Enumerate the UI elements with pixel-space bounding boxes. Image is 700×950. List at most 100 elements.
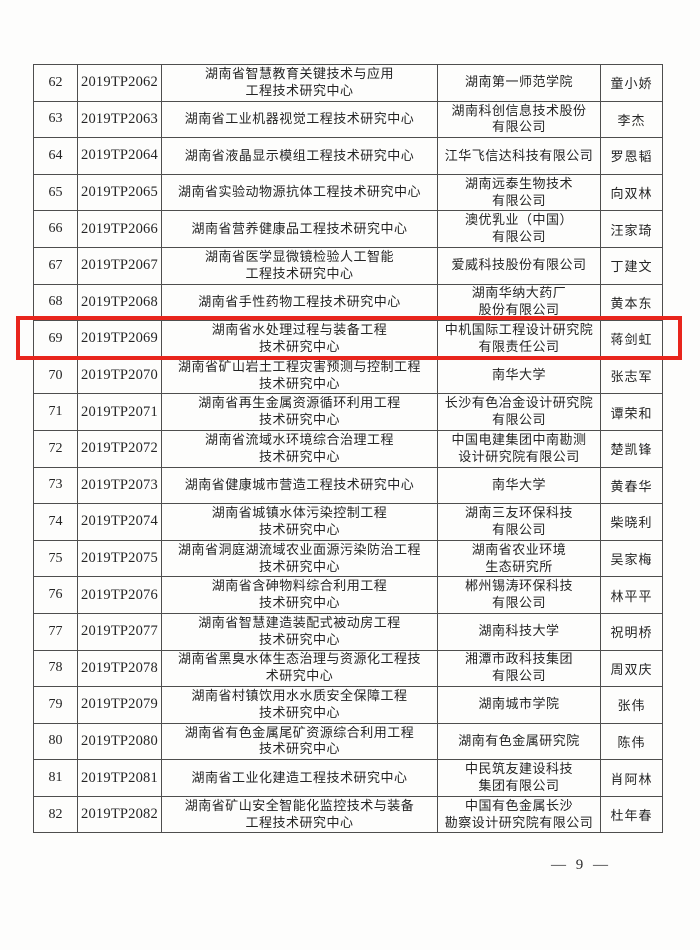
table-row: 65 2019TP2065 湖南省实验动物源抗体工程技术研究中心 湖南远泰生物技… — [33, 173, 663, 212]
row-number: 64 — [33, 137, 78, 175]
organization-name: 南华大学 — [437, 466, 601, 505]
person-name: 罗恩韬 — [600, 137, 663, 175]
table-row: 68 2019TP2068 湖南省手性药物工程技术研究中心 湖南华纳大药厂 股份… — [33, 283, 663, 322]
person-name: 林平平 — [600, 576, 663, 614]
center-name: 湖南省黑臭水体生态治理与资源化工程技 术研究中心 — [161, 649, 438, 688]
organization-name: 江华飞信达科技有限公司 — [437, 137, 601, 175]
person-name: 童小娇 — [600, 64, 663, 102]
center-name: 湖南省村镇饮用水水质安全保障工程 技术研究中心 — [161, 686, 438, 724]
row-number: 62 — [33, 64, 78, 102]
person-name: 向双林 — [600, 173, 663, 212]
center-name: 湖南省医学显微镜检验人工智能 工程技术研究中心 — [161, 246, 438, 285]
row-number: 78 — [33, 649, 78, 688]
center-name: 湖南省工业化建造工程技术研究中心 — [161, 759, 438, 797]
table-row: 76 2019TP2076 湖南省含砷物料综合利用工程 技术研究中心 郴州锡涛环… — [33, 576, 663, 614]
project-code: 2019TP2072 — [77, 429, 162, 468]
center-name: 湖南省智慧教育关键技术与应用 工程技术研究中心 — [161, 64, 438, 102]
table-row: 67 2019TP2067 湖南省医学显微镜检验人工智能 工程技术研究中心 爱威… — [33, 246, 663, 285]
table-row: 71 2019TP2071 湖南省再生金属资源循环利用工程 技术研究中心 长沙有… — [33, 393, 663, 431]
table-body: 62 2019TP2062 湖南省智慧教育关键技术与应用 工程技术研究中心 湖南… — [33, 64, 663, 834]
page-number: — 9 — — [551, 857, 611, 873]
table-row: 73 2019TP2073 湖南省健康城市营造工程技术研究中心 南华大学 黄春华 — [33, 466, 663, 505]
row-number: 71 — [33, 393, 78, 431]
person-name: 黄本东 — [600, 283, 663, 322]
row-number: 70 — [33, 356, 78, 395]
row-number: 75 — [33, 539, 78, 578]
person-name: 肖阿林 — [600, 759, 663, 797]
row-number: 63 — [33, 100, 78, 139]
organization-name: 湖南科技大学 — [437, 612, 601, 651]
person-name: 周双庆 — [600, 649, 663, 688]
project-code: 2019TP2073 — [77, 466, 162, 505]
row-number: 80 — [33, 722, 78, 761]
project-code: 2019TP2076 — [77, 576, 162, 614]
table-row: 72 2019TP2072 湖南省流域水环境综合治理工程 技术研究中心 中国电建… — [33, 429, 663, 468]
organization-name: 湘潭市政科技集团 有限公司 — [437, 649, 601, 688]
organization-name: 中机国际工程设计研究院 有限责任公司 — [437, 320, 601, 358]
project-code: 2019TP2077 — [77, 612, 162, 651]
project-code: 2019TP2075 — [77, 539, 162, 578]
project-code: 2019TP2082 — [77, 795, 162, 834]
project-code: 2019TP2080 — [77, 722, 162, 761]
project-code: 2019TP2074 — [77, 503, 162, 541]
project-code: 2019TP2078 — [77, 649, 162, 688]
project-code: 2019TP2068 — [77, 283, 162, 322]
table-row: 74 2019TP2074 湖南省城镇水体污染控制工程 技术研究中心 湖南三友环… — [33, 503, 663, 541]
person-name: 蒋剑虹 — [600, 320, 663, 358]
center-name: 湖南省水处理过程与装备工程 技术研究中心 — [161, 320, 438, 358]
center-name: 湖南省矿山岩土工程灾害预测与控制工程 技术研究中心 — [161, 356, 438, 395]
row-number: 74 — [33, 503, 78, 541]
person-name: 汪家琦 — [600, 210, 663, 248]
organization-name: 湖南三友环保科技 有限公司 — [437, 503, 601, 541]
table-row: 80 2019TP2080 湖南省有色金属尾矿资源综合利用工程 技术研究中心 湖… — [33, 722, 663, 761]
center-name: 湖南省智慧建造装配式被动房工程 技术研究中心 — [161, 612, 438, 651]
organization-name: 澳优乳业（中国） 有限公司 — [437, 210, 601, 248]
project-code: 2019TP2079 — [77, 686, 162, 724]
table-row: 70 2019TP2070 湖南省矿山岩土工程灾害预测与控制工程 技术研究中心 … — [33, 356, 663, 395]
project-code: 2019TP2066 — [77, 210, 162, 248]
row-number: 66 — [33, 210, 78, 248]
person-name: 谭荣和 — [600, 393, 663, 431]
organization-name: 湖南有色金属研究院 — [437, 722, 601, 761]
organization-name: 中国有色金属长沙 勘察设计研究院有限公司 — [437, 795, 601, 834]
person-name: 柴晓利 — [600, 503, 663, 541]
center-name: 湖南省工业机器视觉工程技术研究中心 — [161, 100, 438, 139]
table-row: 77 2019TP2077 湖南省智慧建造装配式被动房工程 技术研究中心 湖南科… — [33, 612, 663, 651]
center-name: 湖南省洞庭湖流域农业面源污染防治工程 技术研究中心 — [161, 539, 438, 578]
organization-name: 湖南华纳大药厂 股份有限公司 — [437, 283, 601, 322]
organization-name: 长沙有色冶金设计研究院 有限公司 — [437, 393, 601, 431]
center-name: 湖南省营养健康品工程技术研究中心 — [161, 210, 438, 248]
project-code: 2019TP2071 — [77, 393, 162, 431]
table-row: 63 2019TP2063 湖南省工业机器视觉工程技术研究中心 湖南科创信息技术… — [33, 100, 663, 139]
person-name: 张伟 — [600, 686, 663, 724]
table-row: 69 2019TP2069 湖南省水处理过程与装备工程 技术研究中心 中机国际工… — [33, 320, 663, 358]
row-number: 68 — [33, 283, 78, 322]
project-code: 2019TP2062 — [77, 64, 162, 102]
center-name: 湖南省再生金属资源循环利用工程 技术研究中心 — [161, 393, 438, 431]
organization-name: 南华大学 — [437, 356, 601, 395]
center-name: 湖南省液晶显示模组工程技术研究中心 — [161, 137, 438, 175]
project-code: 2019TP2070 — [77, 356, 162, 395]
row-number: 72 — [33, 429, 78, 468]
center-name: 湖南省有色金属尾矿资源综合利用工程 技术研究中心 — [161, 722, 438, 761]
research-centers-table: 62 2019TP2062 湖南省智慧教育关键技术与应用 工程技术研究中心 湖南… — [33, 64, 663, 834]
person-name: 楚凯锋 — [600, 429, 663, 468]
center-name: 湖南省城镇水体污染控制工程 技术研究中心 — [161, 503, 438, 541]
organization-name: 湖南第一师范学院 — [437, 64, 601, 102]
row-number: 81 — [33, 759, 78, 797]
organization-name: 湖南城市学院 — [437, 686, 601, 724]
table-row: 66 2019TP2066 湖南省营养健康品工程技术研究中心 澳优乳业（中国） … — [33, 210, 663, 248]
center-name: 湖南省含砷物料综合利用工程 技术研究中心 — [161, 576, 438, 614]
project-code: 2019TP2065 — [77, 173, 162, 212]
center-name: 湖南省实验动物源抗体工程技术研究中心 — [161, 173, 438, 212]
table-row: 81 2019TP2081 湖南省工业化建造工程技术研究中心 中民筑友建设科技 … — [33, 759, 663, 797]
organization-name: 湖南远泰生物技术 有限公司 — [437, 173, 601, 212]
person-name: 丁建文 — [600, 246, 663, 285]
center-name: 湖南省手性药物工程技术研究中心 — [161, 283, 438, 322]
table-row: 62 2019TP2062 湖南省智慧教育关键技术与应用 工程技术研究中心 湖南… — [33, 64, 663, 102]
table-row: 82 2019TP2082 湖南省矿山安全智能化监控技术与装备 工程技术研究中心… — [33, 795, 663, 834]
center-name: 湖南省矿山安全智能化监控技术与装备 工程技术研究中心 — [161, 795, 438, 834]
center-name: 湖南省流域水环境综合治理工程 技术研究中心 — [161, 429, 438, 468]
person-name: 李杰 — [600, 100, 663, 139]
row-number: 77 — [33, 612, 78, 651]
